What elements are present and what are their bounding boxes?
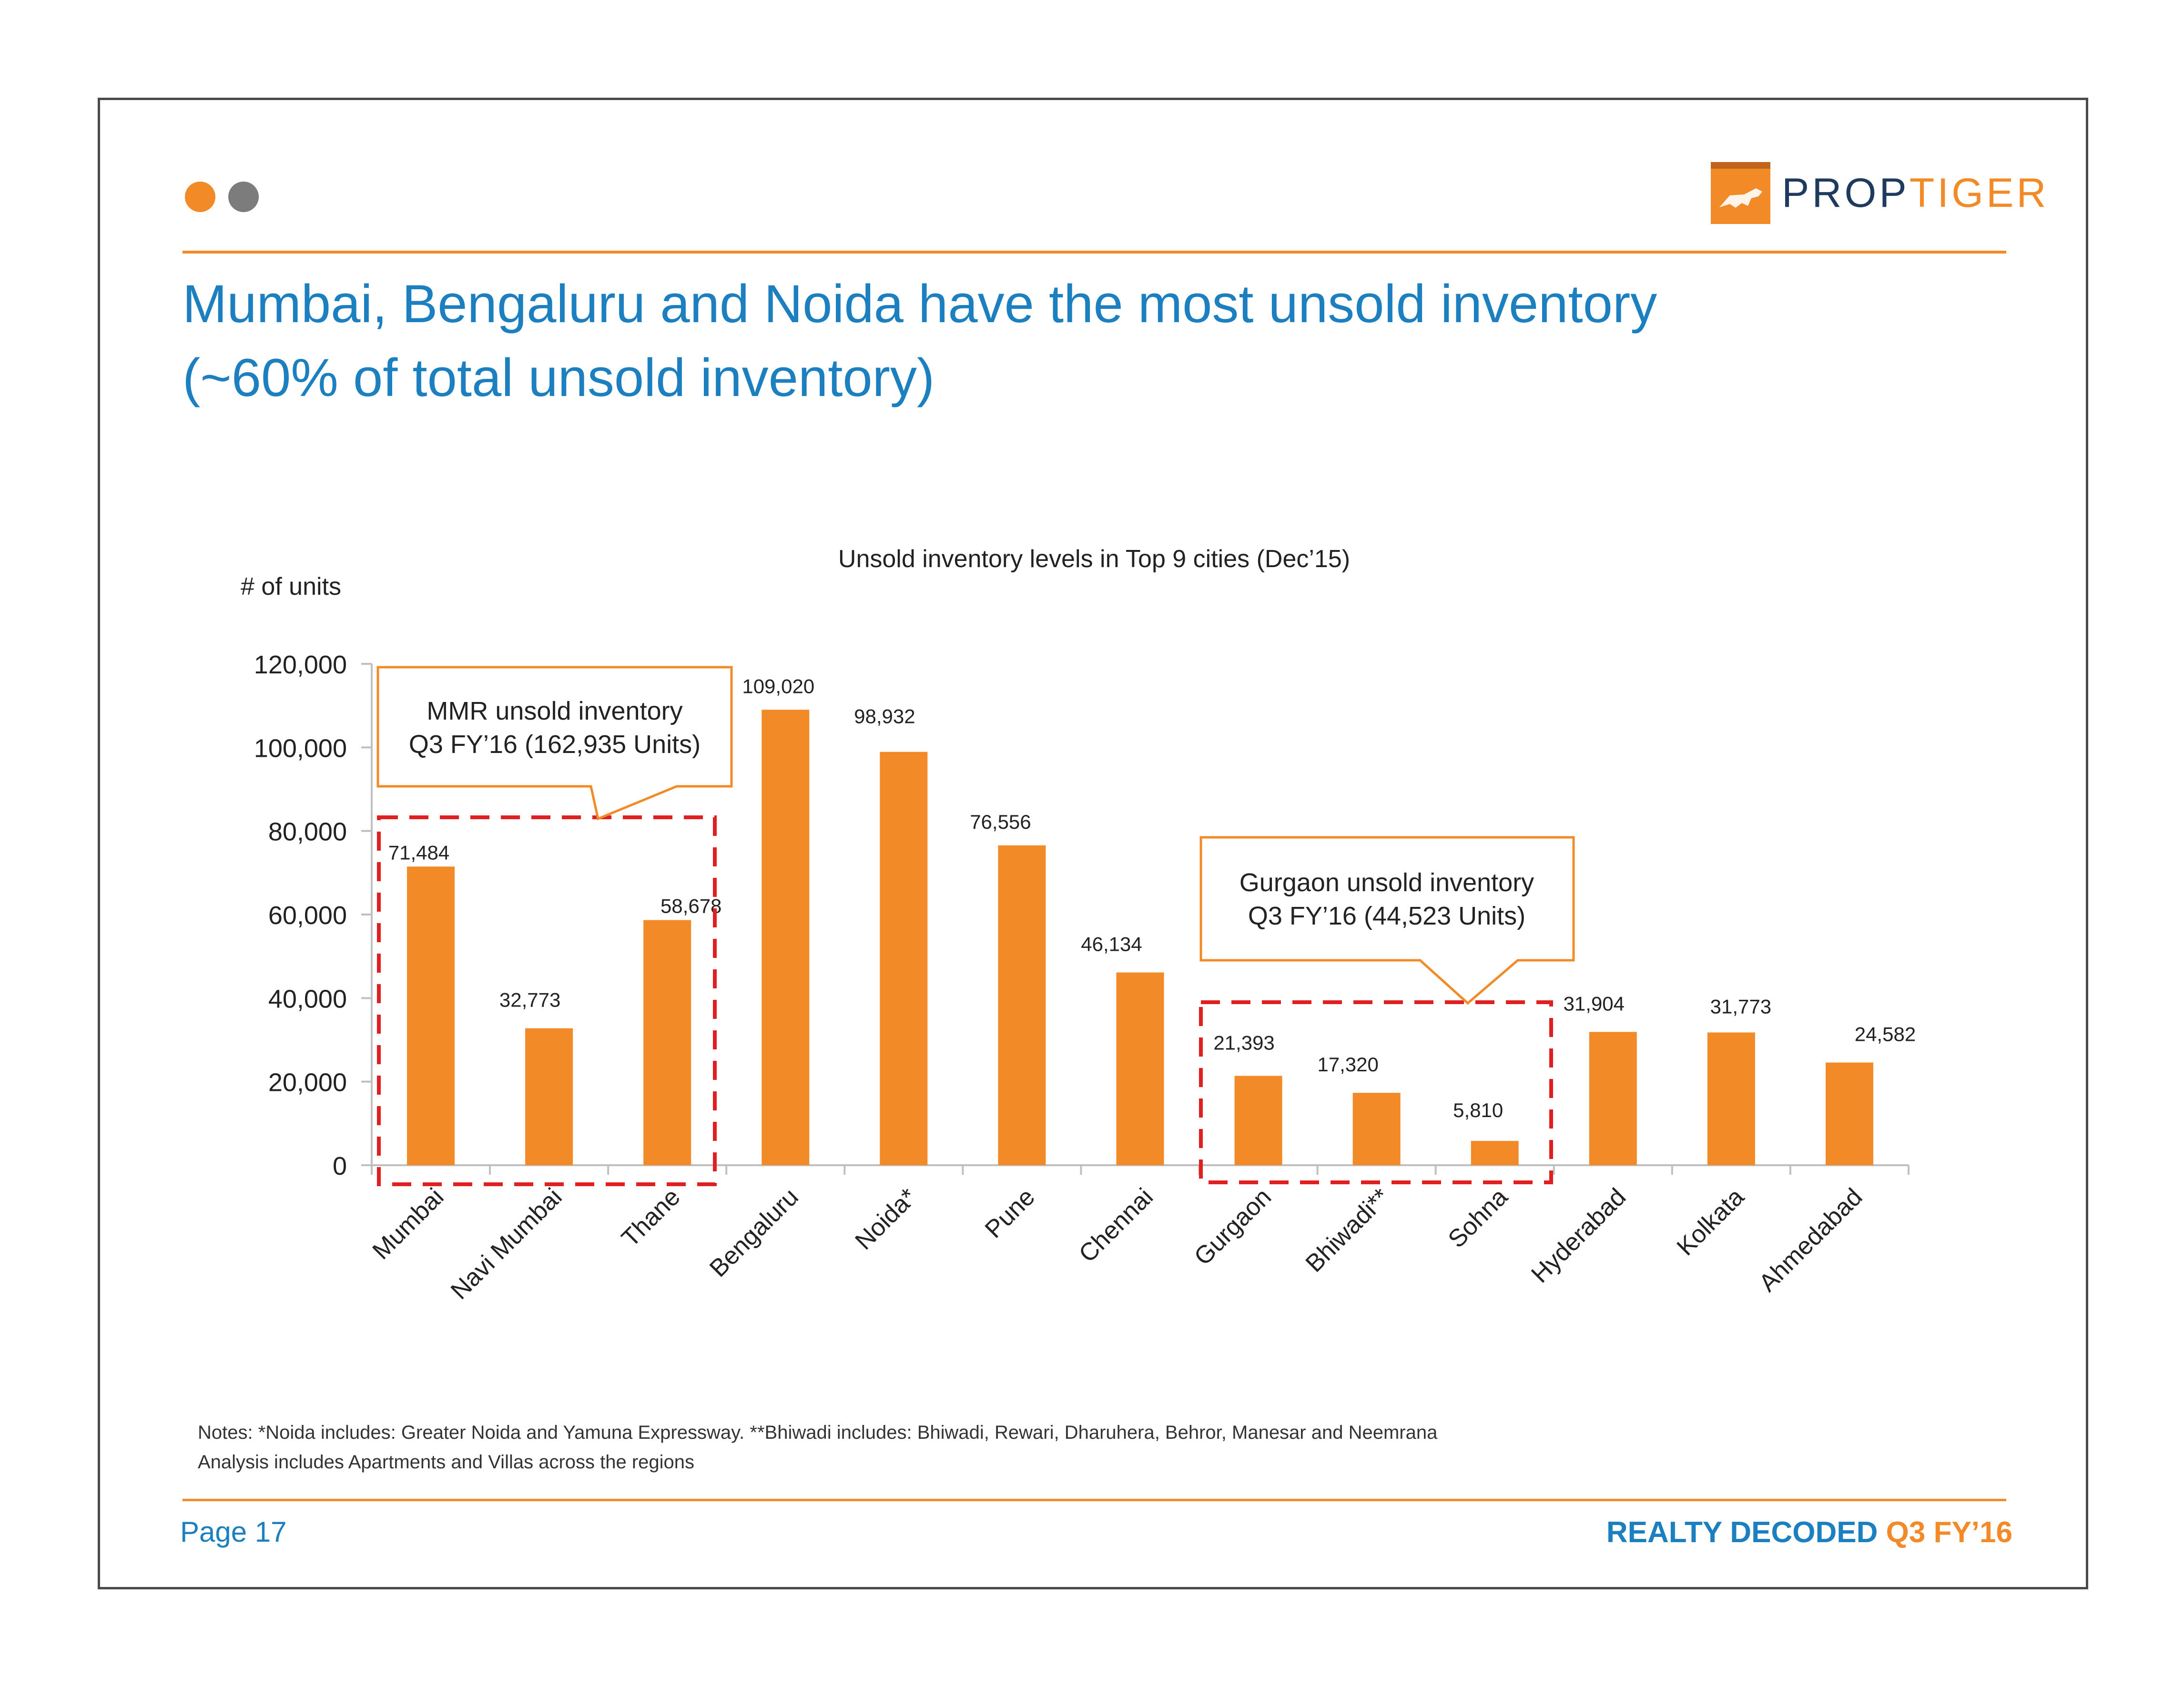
title-line-2: (~60% of total unsold inventory) xyxy=(183,348,935,407)
footer-brand: REALTY DECODED Q3 FY’16 xyxy=(1606,1515,2012,1549)
category-label: Hyderabad xyxy=(1526,1183,1631,1288)
category-label: Bhiwadi** xyxy=(1300,1183,1395,1277)
value-label: 76,556 xyxy=(970,811,1031,833)
value-label: 98,932 xyxy=(854,705,915,728)
gurgaon-callout-line-1: Gurgaon unsold inventory xyxy=(1239,868,1534,897)
category-label: Gurgaon xyxy=(1189,1183,1277,1271)
logo-wordmark: PROPTIGER xyxy=(1782,173,2049,214)
footer-brand-name: REALTY DECODED xyxy=(1606,1516,1878,1549)
bar-ahmedabad xyxy=(1825,1062,1873,1165)
gurgaon-group-highlight xyxy=(1199,1000,1553,1184)
value-label: 109,020 xyxy=(742,675,814,697)
mmr-group-highlight xyxy=(377,815,717,1186)
category-label: Mumbai xyxy=(367,1183,449,1265)
category-label: Sohna xyxy=(1443,1183,1513,1253)
category-label: Kolkata xyxy=(1672,1183,1750,1261)
value-label: 21,393 xyxy=(1213,1031,1274,1054)
page-number: Page 17 xyxy=(180,1516,287,1548)
bar-navi-mumbai xyxy=(525,1028,573,1165)
category-label: Navi Mumbai xyxy=(446,1183,568,1305)
bar-mumbai xyxy=(407,866,455,1165)
value-labels: 71,484 32,773 58,678 109,020 98,932 76,556 46,… xyxy=(388,675,1916,1121)
y-tick-label: 100,000 xyxy=(254,734,347,763)
header-divider xyxy=(183,251,2006,254)
value-label: 71,484 xyxy=(388,841,449,864)
y-tick-label: 40,000 xyxy=(268,985,347,1013)
value-label: 58,678 xyxy=(660,895,721,917)
bar-series xyxy=(407,710,1873,1165)
category-label: Thane xyxy=(616,1183,685,1252)
value-label: 32,773 xyxy=(499,989,560,1011)
y-axis: 0 20,000 40,000 60,000 80,000 100,000 120,000 xyxy=(254,651,373,1180)
slide-frame xyxy=(98,98,2088,1589)
proptiger-logo: PROPTIGER xyxy=(1711,162,2049,224)
y-tick-label: 20,000 xyxy=(268,1068,347,1097)
category-label: Ahmedabad xyxy=(1754,1183,1868,1297)
gurgaon-callout: Gurgaon unsold inventory Q3 FY’16 (44,52… xyxy=(1199,836,1575,1005)
tiger-logo-icon xyxy=(1711,162,1770,224)
value-label: 5,810 xyxy=(1453,1099,1503,1121)
value-label: 17,320 xyxy=(1317,1053,1378,1076)
y-tick-label: 120,000 xyxy=(254,651,347,679)
category-label: Pune xyxy=(980,1183,1040,1243)
mmr-callout-line-2: Q3 FY’16 (162,935 Units) xyxy=(409,730,701,759)
bar-bengaluru xyxy=(762,710,810,1165)
value-label: 31,773 xyxy=(1710,995,1771,1017)
category-label: Chennai xyxy=(1074,1183,1158,1268)
mmr-callout-line-1: MMR unsold inventory xyxy=(427,697,682,725)
bar-hyderabad xyxy=(1589,1032,1637,1165)
gurgaon-callout-line-2: Q3 FY’16 (44,523 Units) xyxy=(1248,902,1525,930)
notes-line-1: Notes: *Noida includes: Greater Noida an… xyxy=(198,1422,1438,1443)
notes-line-2: Analysis includes Apartments and Villas … xyxy=(198,1452,695,1473)
y-tick-label: 60,000 xyxy=(268,901,347,930)
category-label: Noida* xyxy=(850,1183,922,1255)
bar-chennai xyxy=(1116,972,1164,1165)
logo-prop: PROP xyxy=(1782,170,1910,216)
mmr-callout: MMR unsold inventory Q3 FY’16 (162,935 U… xyxy=(376,666,733,821)
bar-kolkata xyxy=(1707,1032,1755,1165)
bar-thane xyxy=(643,920,691,1165)
footer-edition: Q3 FY’16 xyxy=(1886,1516,2012,1549)
notes: Notes: *Noida includes: Greater Noida an… xyxy=(198,1418,1437,1477)
value-label: 31,904 xyxy=(1564,992,1625,1015)
bar-pune xyxy=(998,845,1046,1165)
value-label: 24,582 xyxy=(1855,1023,1916,1045)
value-label: 46,134 xyxy=(1081,933,1142,956)
y-axis-label: # of units xyxy=(241,573,341,600)
gray-dot-icon xyxy=(228,182,259,212)
orange-dot-icon xyxy=(185,182,215,212)
logo-tiger: TIGER xyxy=(1909,170,2049,216)
category-label: Bengaluru xyxy=(704,1183,804,1282)
bar-noida xyxy=(880,752,928,1165)
y-tick-label: 0 xyxy=(333,1152,347,1180)
x-axis xyxy=(371,1164,1910,1175)
page-title: Mumbai, Bengaluru and Noida have the mos… xyxy=(183,267,1993,415)
footer-divider xyxy=(183,1499,2006,1501)
bar-bhiwadi xyxy=(1352,1093,1401,1165)
bar-gurgaon xyxy=(1234,1076,1282,1165)
y-tick-label: 80,000 xyxy=(268,818,347,846)
chart-title: Unsold inventory levels in Top 9 cities … xyxy=(838,545,1350,573)
title-line-1: Mumbai, Bengaluru and Noida have the mos… xyxy=(183,274,1657,334)
bar-sohna xyxy=(1471,1141,1519,1165)
